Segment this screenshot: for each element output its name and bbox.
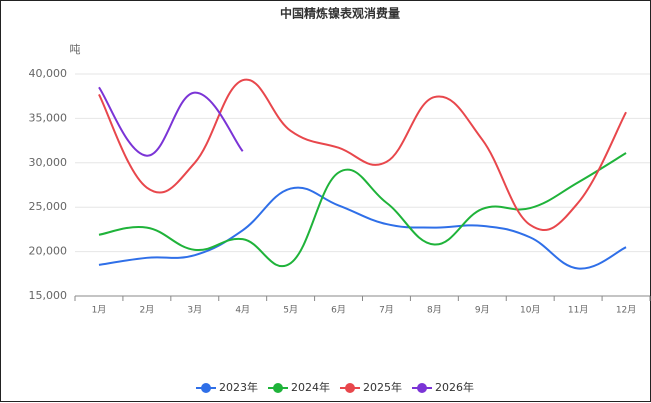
legend-label: 2023年 (219, 380, 258, 394)
x-tick-label: 10月 (520, 305, 540, 316)
x-tick-label: 2月 (140, 305, 155, 316)
y-tick-label: 40,000 (29, 67, 68, 80)
legend-label: 2024年 (291, 380, 330, 394)
legend-label: 2025年 (363, 380, 402, 394)
legend-marker (273, 383, 283, 393)
x-tick-label: 1月 (92, 305, 107, 316)
x-tick-label: 9月 (475, 305, 490, 316)
legend-item: 2023年 (196, 380, 258, 394)
x-tick-label: 12月 (616, 305, 636, 316)
chart-title: 中国精炼镍表观消费量 (280, 6, 400, 21)
y-axis-label: 吨 (70, 43, 81, 56)
y-tick-label: 20,000 (29, 245, 68, 258)
legend-item: 2024年 (268, 380, 330, 394)
x-tick-label: 7月 (379, 305, 394, 316)
line-series (98, 86, 244, 157)
y-tick-label: 25,000 (29, 200, 68, 213)
x-tick-label: 4月 (235, 305, 250, 316)
line-series (98, 152, 627, 267)
legend-marker (201, 383, 211, 393)
x-tick-label: 5月 (283, 305, 298, 316)
y-tick-label: 30,000 (29, 156, 68, 169)
x-tick-label: 3月 (187, 305, 202, 316)
x-tick-label: 6月 (331, 305, 346, 316)
legend-label: 2026年 (435, 380, 474, 394)
x-tick-label: 8月 (427, 305, 442, 316)
legend-item: 2025年 (340, 380, 402, 394)
x-tick-label: 11月 (568, 305, 588, 316)
y-tick-label: 35,000 (29, 111, 68, 124)
y-tick-label: 15,000 (29, 289, 68, 302)
legend-marker (417, 383, 427, 393)
line-series (98, 78, 627, 231)
legend-item: 2026年 (412, 380, 474, 394)
legend-marker (345, 383, 355, 393)
line-series (98, 186, 627, 270)
